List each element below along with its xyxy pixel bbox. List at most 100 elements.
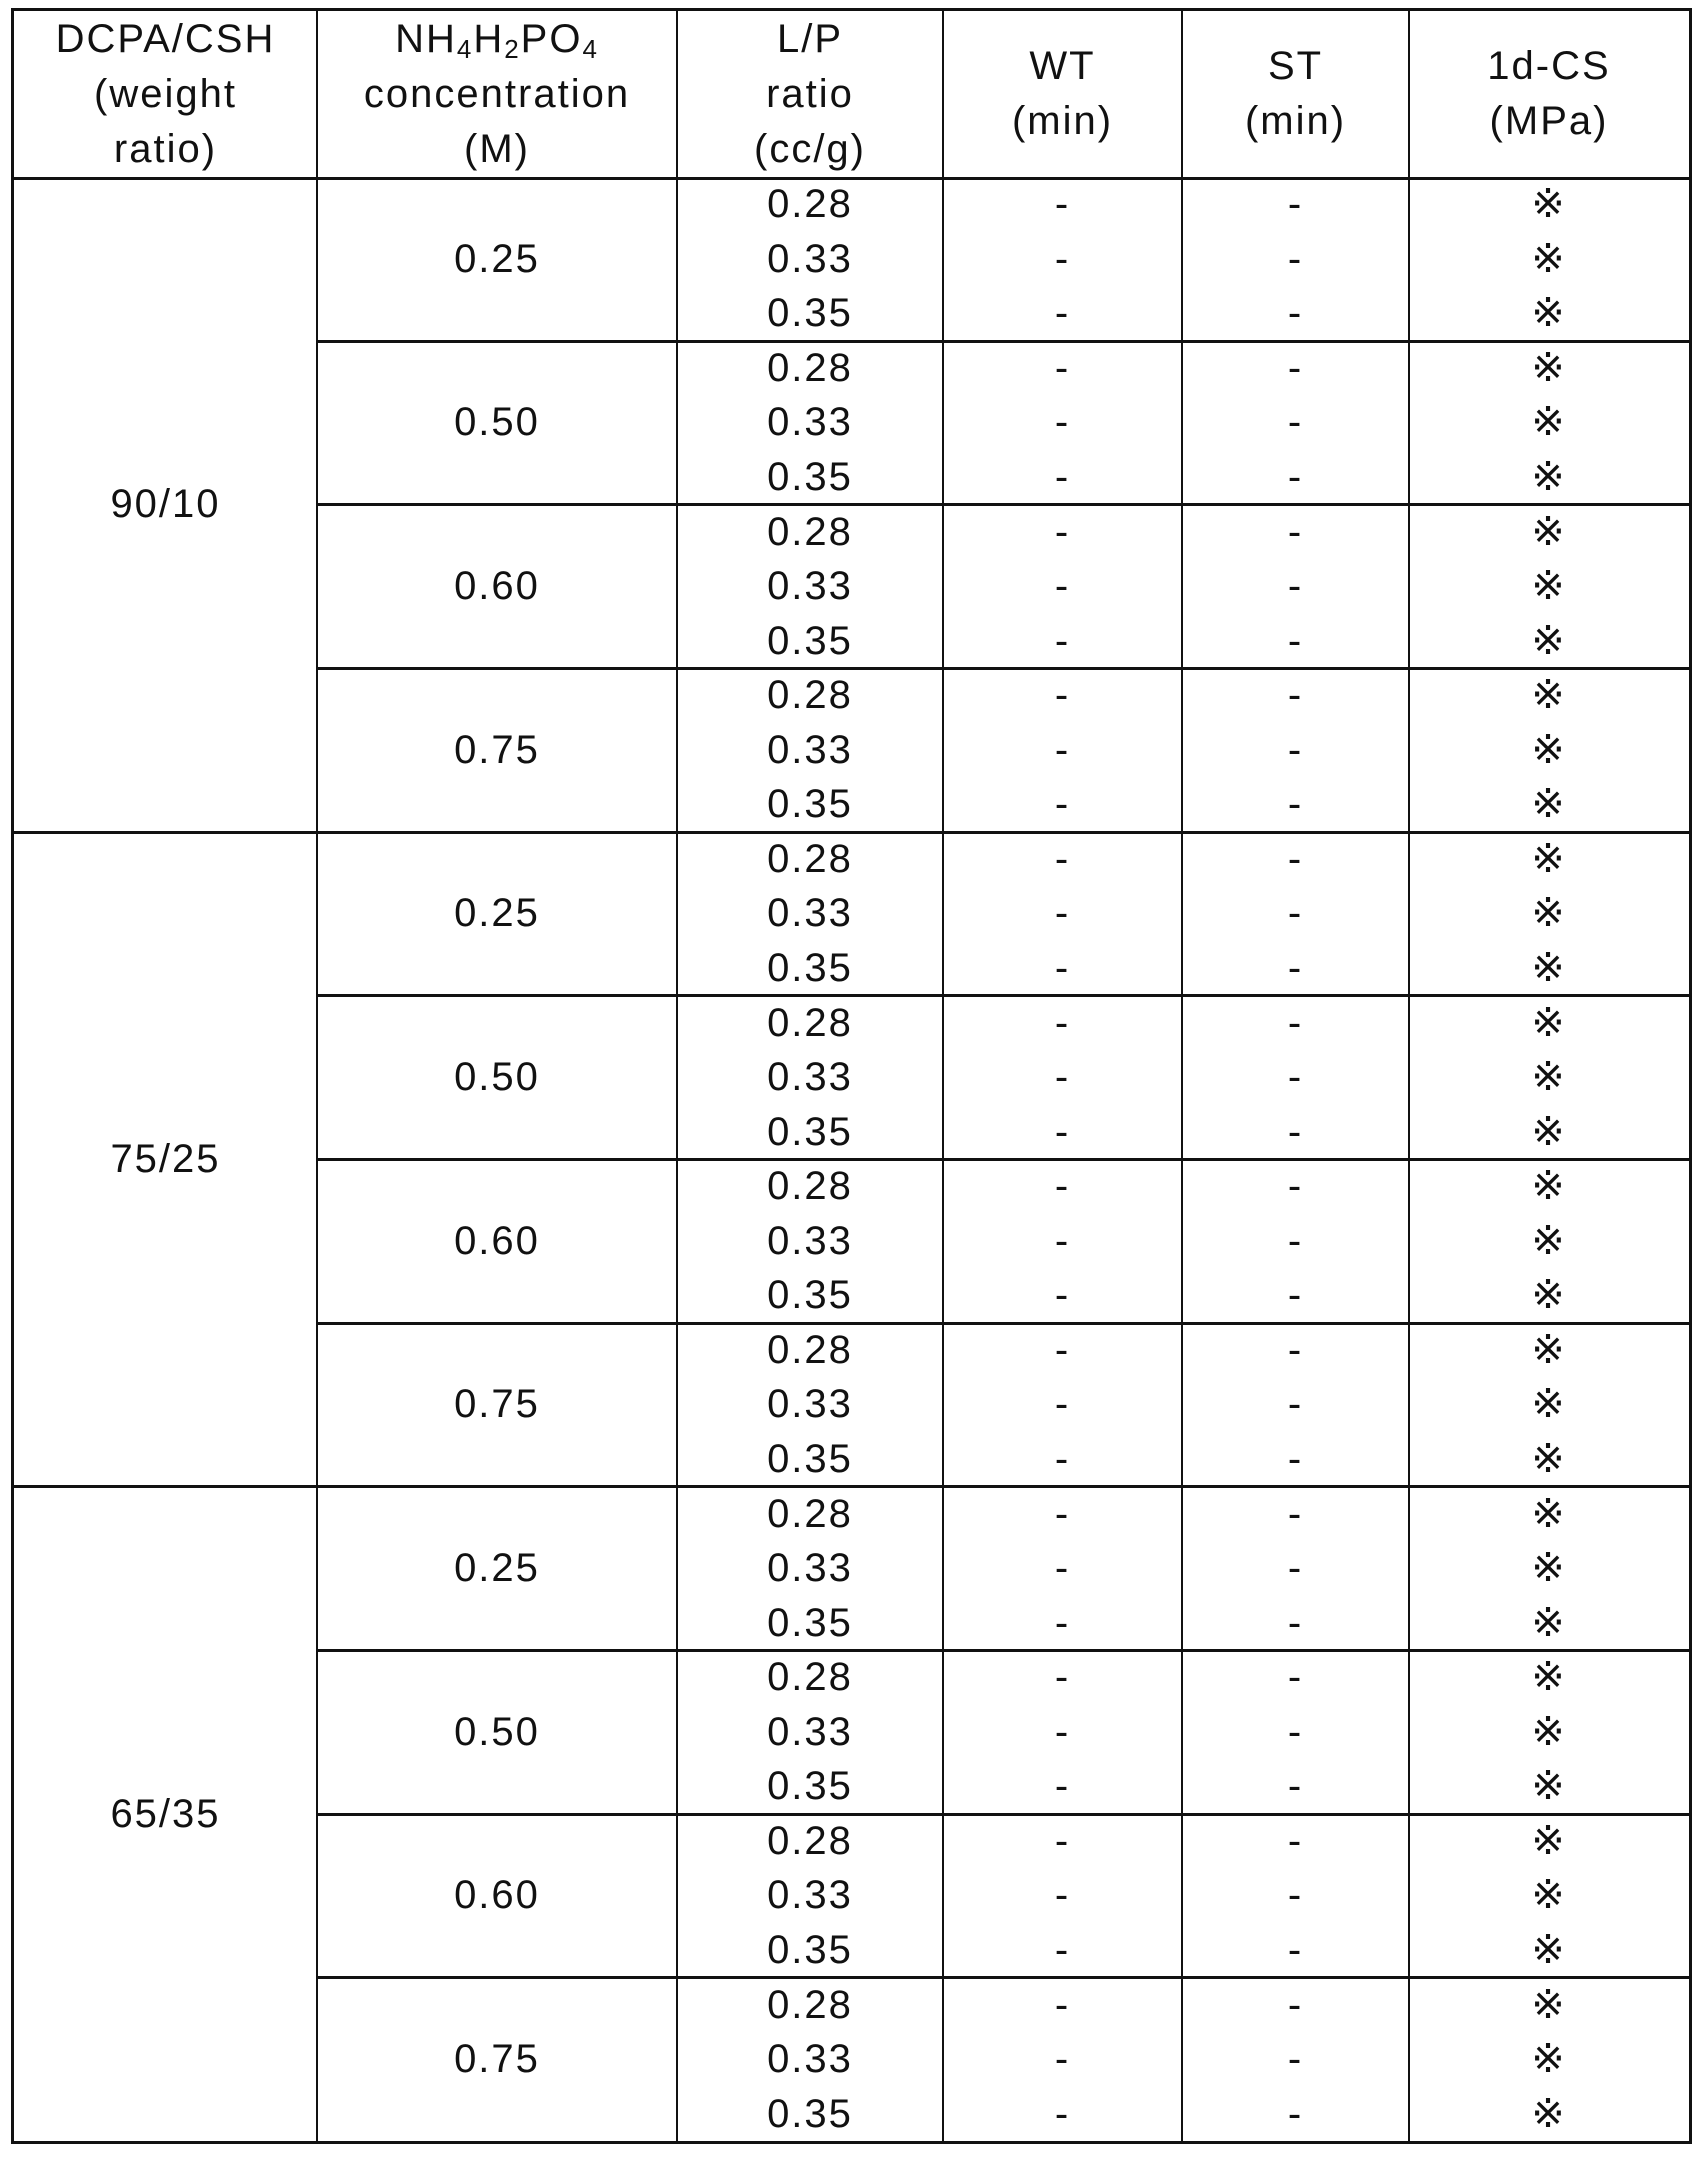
wt-cell: - <box>943 1650 1182 1705</box>
concentration-cell: 0.60 <box>317 1159 677 1323</box>
st-cell: - <box>1182 1486 1409 1541</box>
lp-ratio-cell: 0.35 <box>677 1432 943 1487</box>
st-cell: - <box>1182 995 1409 1050</box>
lp-ratio-cell: 0.35 <box>677 777 943 832</box>
header-line: (cc/g) <box>754 122 866 177</box>
wt-cell: - <box>943 1159 1182 1214</box>
wt-cell: - <box>943 668 1182 723</box>
wt-cell: - <box>943 1486 1182 1541</box>
header-col3: L/Pratio(cc/g) <box>677 11 943 177</box>
header-col6: 1d-CS(MPa) <box>1409 11 1689 177</box>
lp-ratio-cell: 0.35 <box>677 450 943 505</box>
lp-ratio-cell: 0.35 <box>677 1923 943 1978</box>
cs-cell: ※ <box>1409 1432 1689 1487</box>
cs-cell: ※ <box>1409 2086 1689 2141</box>
st-cell: - <box>1182 613 1409 668</box>
lp-ratio-cell: 0.33 <box>677 886 943 941</box>
st-cell: - <box>1182 1377 1409 1432</box>
lp-ratio-cell: 0.28 <box>677 1486 943 1541</box>
cs-cell: ※ <box>1409 886 1689 941</box>
formula-part: 2 <box>504 34 520 64</box>
cs-cell: ※ <box>1409 1050 1689 1105</box>
header-col1: DCPA/CSH(weightratio) <box>14 11 317 177</box>
concentration-cell: 0.25 <box>317 1486 677 1650</box>
lp-ratio-cell: 0.28 <box>677 1323 943 1378</box>
cs-cell: ※ <box>1409 995 1689 1050</box>
st-cell: - <box>1182 668 1409 723</box>
lp-ratio-cell: 0.35 <box>677 1268 943 1323</box>
st-cell: - <box>1182 1977 1409 2032</box>
st-cell: - <box>1182 1214 1409 1269</box>
lp-ratio-cell: 0.33 <box>677 1050 943 1105</box>
header-line: DCPA/CSH <box>56 12 276 67</box>
wt-cell: - <box>943 1977 1182 2032</box>
wt-cell: - <box>943 395 1182 450</box>
lp-ratio-cell: 0.35 <box>677 286 943 341</box>
st-cell: - <box>1182 1432 1409 1487</box>
formula-part: PO <box>521 17 583 61</box>
cs-cell: ※ <box>1409 723 1689 778</box>
st-cell: - <box>1182 2032 1409 2087</box>
lp-ratio-cell: 0.33 <box>677 1214 943 1269</box>
lp-ratio-cell: 0.35 <box>677 941 943 996</box>
wt-cell: - <box>943 613 1182 668</box>
st-cell: - <box>1182 941 1409 996</box>
cs-cell: ※ <box>1409 777 1689 832</box>
lp-ratio-cell: 0.35 <box>677 2086 943 2141</box>
cs-cell: ※ <box>1409 395 1689 450</box>
weight-ratio-cell: 65/35 <box>14 1486 317 2141</box>
cs-cell: ※ <box>1409 1214 1689 1269</box>
concentration-cell: 0.60 <box>317 1814 677 1978</box>
lp-ratio-cell: 0.28 <box>677 995 943 1050</box>
wt-cell: - <box>943 1377 1182 1432</box>
st-cell: - <box>1182 232 1409 287</box>
cs-cell: ※ <box>1409 1595 1689 1650</box>
cs-cell: ※ <box>1409 1541 1689 1596</box>
cs-cell: ※ <box>1409 450 1689 505</box>
cs-cell: ※ <box>1409 232 1689 287</box>
cs-cell: ※ <box>1409 1377 1689 1432</box>
cs-cell: ※ <box>1409 1814 1689 1869</box>
concentration-cell: 0.60 <box>317 504 677 668</box>
wt-cell: - <box>943 1050 1182 1105</box>
cs-cell: ※ <box>1409 1268 1689 1323</box>
wt-cell: - <box>943 1214 1182 1269</box>
header-line: (min) <box>1245 94 1346 149</box>
header-line: (weight <box>94 67 237 122</box>
cs-cell: ※ <box>1409 2032 1689 2087</box>
lp-ratio-cell: 0.28 <box>677 1650 943 1705</box>
concentration-cell: 0.50 <box>317 1650 677 1814</box>
lp-ratio-cell: 0.28 <box>677 1159 943 1214</box>
header-line: L/P <box>777 12 843 67</box>
weight-ratio-cell: 90/10 <box>14 177 317 832</box>
concentration-cell: 0.25 <box>317 832 677 996</box>
st-cell: - <box>1182 504 1409 559</box>
wt-cell: - <box>943 450 1182 505</box>
formula-part: 4 <box>457 34 473 64</box>
st-cell: - <box>1182 777 1409 832</box>
header-col4: WT(min) <box>943 11 1182 177</box>
header-line: 1d-CS <box>1487 39 1610 94</box>
lp-ratio-cell: 0.35 <box>677 1104 943 1159</box>
st-cell: - <box>1182 177 1409 232</box>
lp-ratio-cell: 0.35 <box>677 1595 943 1650</box>
wt-cell: - <box>943 286 1182 341</box>
header-col2: NH4H2PO4concentration(M) <box>317 11 677 177</box>
wt-cell: - <box>943 1759 1182 1814</box>
st-cell: - <box>1182 886 1409 941</box>
st-cell: - <box>1182 1650 1409 1705</box>
st-cell: - <box>1182 1268 1409 1323</box>
lp-ratio-cell: 0.28 <box>677 1814 943 1869</box>
st-cell: - <box>1182 450 1409 505</box>
cs-cell: ※ <box>1409 1323 1689 1378</box>
header-line: ratio) <box>114 122 217 177</box>
st-cell: - <box>1182 341 1409 396</box>
wt-cell: - <box>943 941 1182 996</box>
lp-ratio-cell: 0.33 <box>677 2032 943 2087</box>
wt-cell: - <box>943 832 1182 887</box>
st-cell: - <box>1182 395 1409 450</box>
st-cell: - <box>1182 1759 1409 1814</box>
header-line: ratio <box>766 67 854 122</box>
st-cell: - <box>1182 1050 1409 1105</box>
wt-cell: - <box>943 1705 1182 1760</box>
